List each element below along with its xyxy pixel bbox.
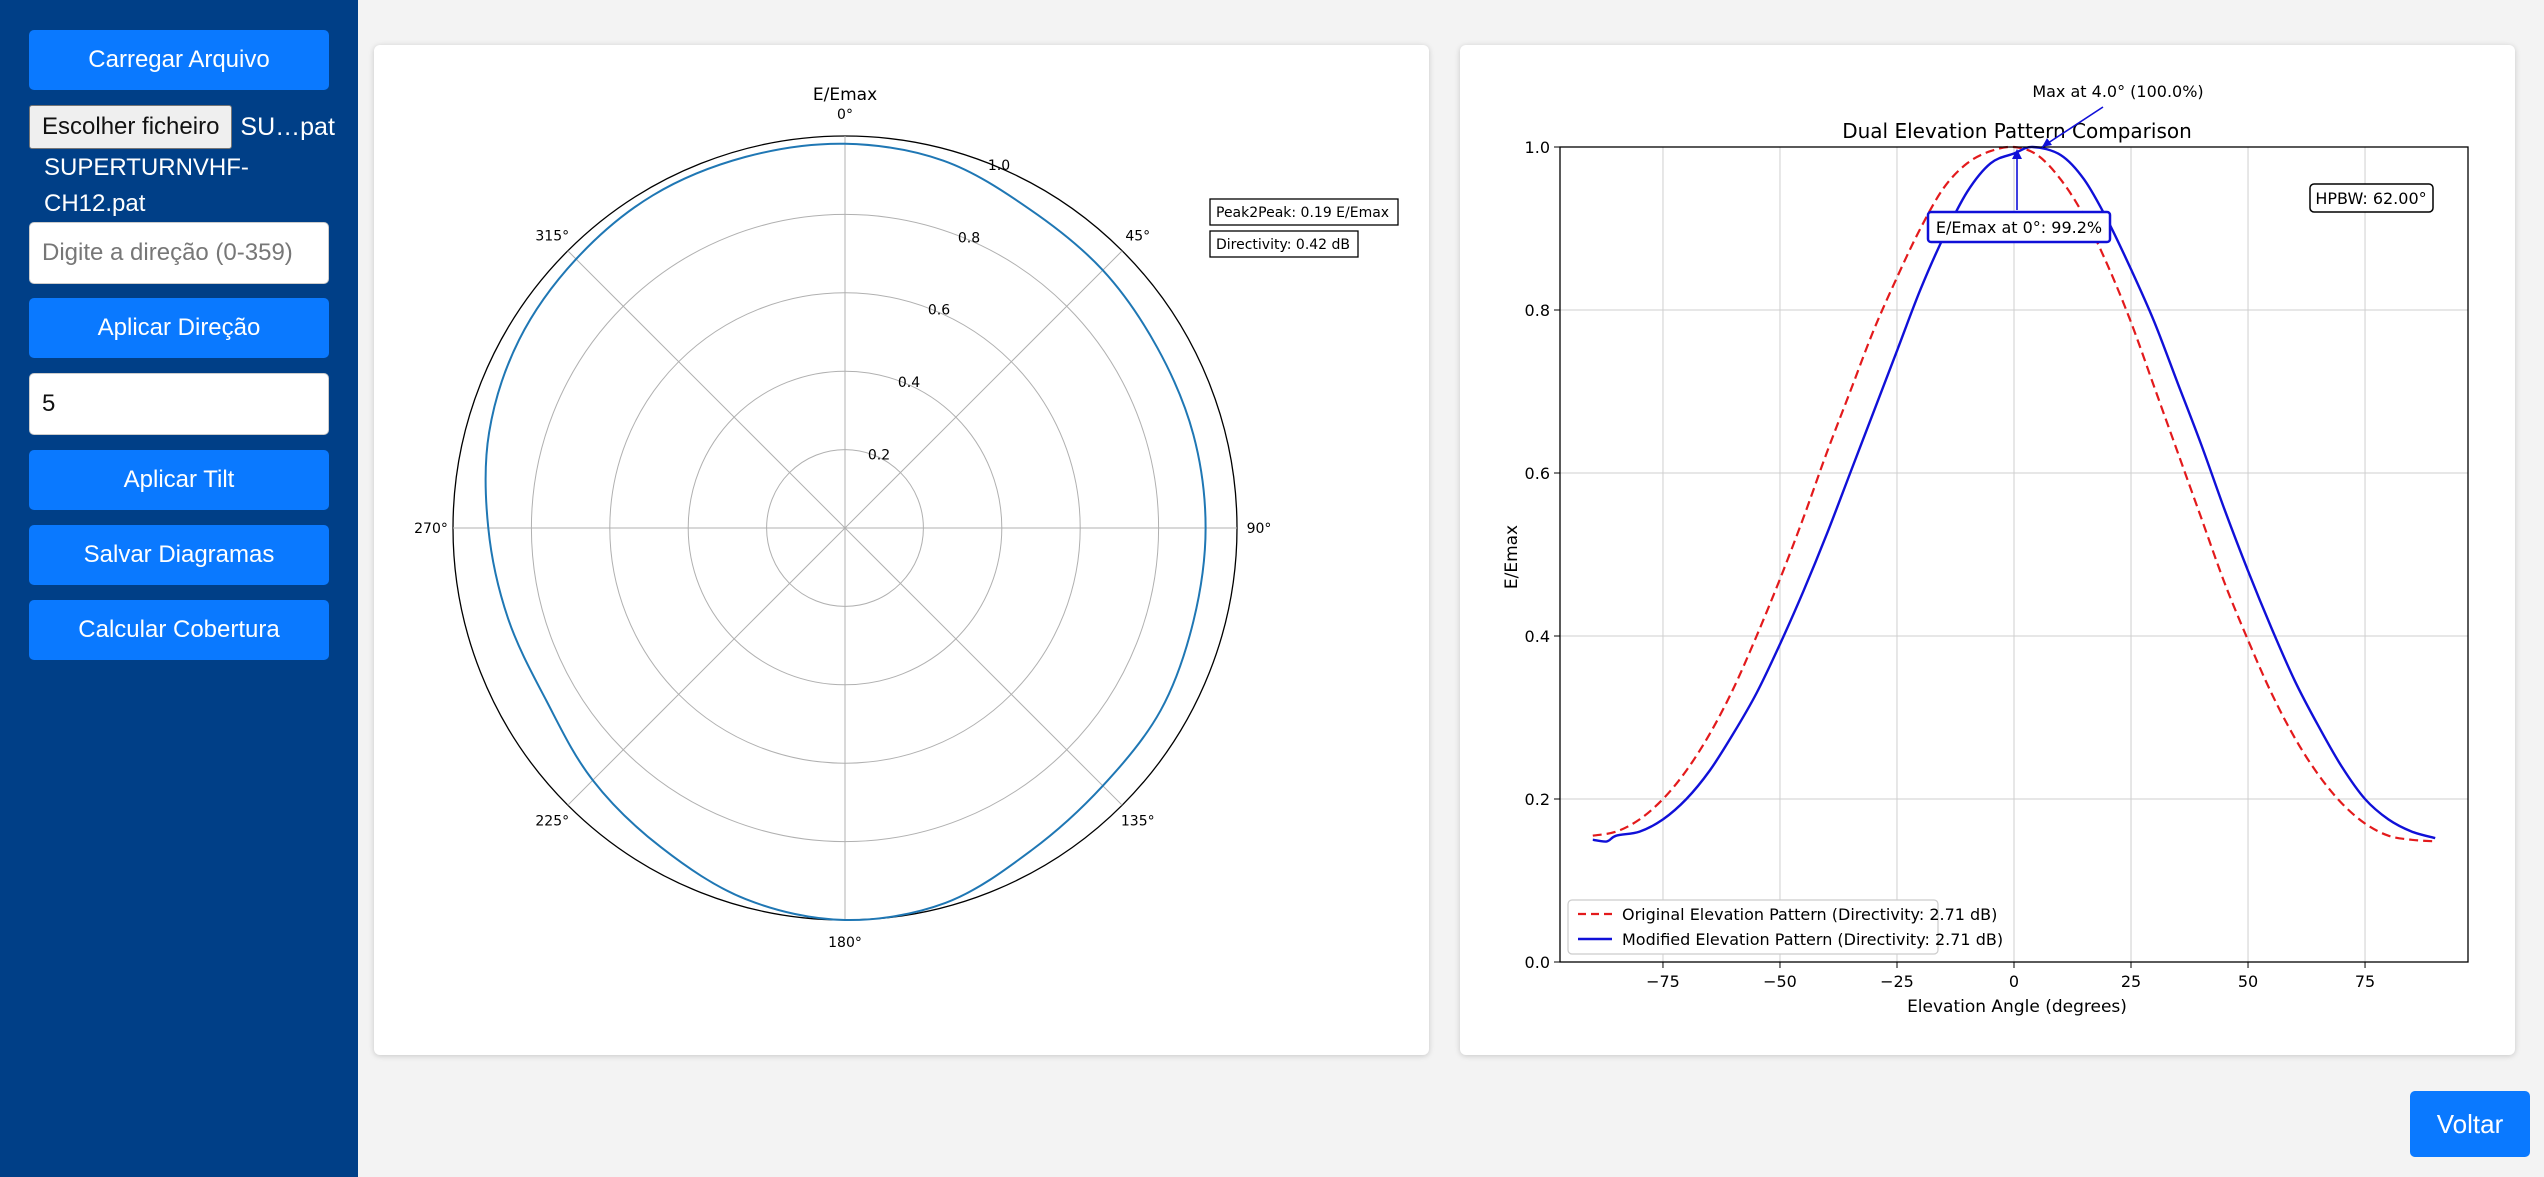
elevation-chart-panel: −75 −50 −25 0 25 50 75 0.0 0.2 0.4 0.6 0.8 1.0 Dual … (1460, 45, 2515, 1055)
polar-spoke (844, 527, 1123, 806)
elevation-chart: −75 −50 −25 0 25 50 75 0.0 0.2 0.4 0.6 0.8 1.0 Dual … (1502, 82, 2469, 1017)
polar-tick-labels: 0° 45° 90° 135° 180° 225° 270° 315° 0.2 0.4 0.6 0.8… (414, 107, 1271, 951)
y-axis-label: E/Emax (1502, 525, 1522, 589)
x-tick-label: 75 (2355, 972, 2375, 991)
polar-radial-tick: 1.0 (988, 158, 1010, 174)
polar-radial-tick: 0.8 (958, 230, 980, 246)
x-tick-label: −25 (1880, 972, 1914, 991)
directivity-text: Directivity: 0.42 dB (1216, 237, 1350, 253)
calculate-coverage-button[interactable]: Calcular Cobertura (29, 600, 329, 660)
zero-annotation-text: E/Emax at 0°: 99.2% (1936, 218, 2102, 237)
polar-spoke (567, 250, 846, 529)
apply-direction-button[interactable]: Aplicar Direção (29, 298, 329, 358)
y-tick-label: 0.4 (1525, 627, 1550, 646)
elevation-title: Dual Elevation Pattern Comparison (1842, 119, 2192, 143)
modified-elevation-line (1592, 145, 2436, 843)
apply-tilt-button[interactable]: Aplicar Tilt (29, 450, 329, 510)
y-tick-label: 1.0 (1525, 138, 1550, 157)
x-tick-label: 25 (2121, 972, 2141, 991)
legend-original-label: Original Elevation Pattern (Directivity:… (1622, 905, 1997, 924)
azimuth-pattern-line (484, 142, 1207, 922)
directivity-box: Directivity: 0.42 dB (1209, 230, 1359, 258)
peak2peak-text: Peak2Peak: 0.19 E/Emax (1216, 205, 1389, 221)
selected-file-name: SUPERTURNVHF-CH12.pat (44, 154, 249, 217)
y-tick-label: 0.0 (1525, 953, 1550, 972)
x-tick-label: 50 (2238, 972, 2258, 991)
polar-grid (452, 135, 1238, 921)
x-tick-label: 0 (2009, 972, 2019, 991)
y-tick-label: 0.6 (1525, 464, 1550, 483)
choose-file-button[interactable]: Escolher ficheiro (29, 105, 233, 149)
zero-arrowhead-icon (2012, 149, 2022, 159)
hpbw-text: HPBW: 62.00° (2315, 189, 2426, 208)
plot-frame (1559, 146, 2469, 963)
polar-radial-tick: 0.4 (898, 375, 920, 391)
polar-angle-tick: 0° (837, 107, 853, 123)
max-annotation-text: Max at 4.0° (100.0%) (2032, 82, 2203, 101)
x-tick-label: −50 (1763, 972, 1797, 991)
y-tick-label: 0.2 (1525, 790, 1550, 809)
peak2peak-box: Peak2Peak: 0.19 E/Emax (1209, 198, 1399, 226)
polar-spoke (567, 527, 846, 806)
polar-radial-tick: 0.2 (868, 448, 890, 464)
polar-spoke (844, 250, 1123, 529)
polar-chart: 0° 45° 90° 135° 180° 225° 270° 315° 0.2 0.4 0.6 0.8… (414, 85, 1399, 951)
polar-title: E/Emax (813, 85, 877, 105)
max-arrowhead-icon (2042, 138, 2052, 147)
elevation-tick-labels: −75 −50 −25 0 25 50 75 0.0 0.2 0.4 0.6 0.8 1.0 (1525, 138, 2376, 991)
polar-angle-tick: 90° (1247, 521, 1272, 537)
save-diagrams-button[interactable]: Salvar Diagramas (29, 525, 329, 585)
polar-angle-tick: 135° (1121, 814, 1155, 830)
elevation-grid (1560, 146, 2468, 963)
legend: Original Elevation Pattern (Directivity:… (1567, 899, 2003, 955)
y-tick-label: 0.8 (1525, 301, 1550, 320)
hpbw-box: HPBW: 62.00° (2309, 183, 2434, 213)
polar-angle-tick: 180° (828, 935, 862, 951)
selected-file-short: SU…pat (240, 112, 335, 141)
x-axis-label: Elevation Angle (degrees) (1907, 997, 2127, 1017)
zero-annotation-box: E/Emax at 0°: 99.2% (1926, 210, 2112, 244)
polar-angle-tick: 45° (1125, 228, 1150, 244)
tilt-input[interactable] (29, 373, 329, 435)
polar-angle-tick: 315° (535, 228, 569, 244)
file-picker: Escolher ficheiro SU…pat (29, 105, 335, 149)
direction-input[interactable] (29, 222, 329, 284)
max-annotation-arrow (2041, 106, 2104, 148)
sidebar (0, 0, 358, 1177)
polar-radial-tick: 0.6 (928, 303, 950, 319)
load-file-button[interactable]: Carregar Arquivo (29, 30, 329, 90)
back-button[interactable]: Voltar (2410, 1091, 2530, 1157)
polar-angle-tick: 225° (535, 814, 569, 830)
x-tick-label: −75 (1646, 972, 1680, 991)
polar-chart-panel: 0° 45° 90° 135° 180° 225° 270° 315° 0.2 0.4 0.6 0.8… (374, 45, 1429, 1055)
polar-angle-tick: 270° (414, 521, 448, 537)
legend-modified-label: Modified Elevation Pattern (Directivity:… (1622, 930, 2003, 949)
